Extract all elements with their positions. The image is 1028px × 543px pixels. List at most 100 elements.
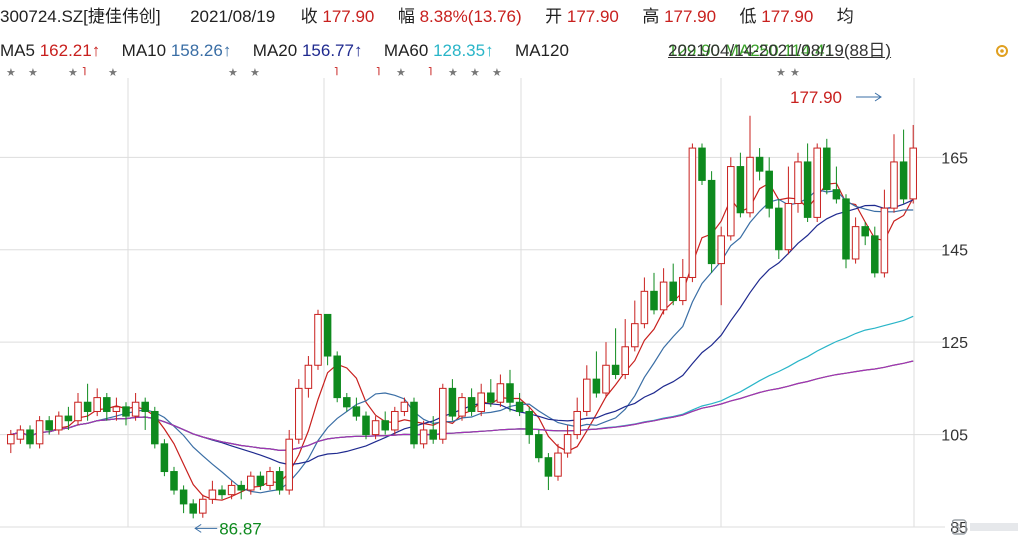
candle-down (467, 397, 476, 412)
candle-up (371, 420, 380, 436)
candle-down (410, 401, 418, 445)
open-value: 177.90 (566, 7, 619, 26)
star-icon[interactable]: ★ (28, 67, 38, 79)
star-icon[interactable]: ★ (68, 67, 78, 79)
y-tick-labels: 85 105 125 145 165 (941, 150, 968, 537)
candle-down (64, 415, 73, 422)
candle-down (698, 147, 706, 181)
candle-down (381, 420, 389, 431)
candle-down (755, 156, 764, 172)
close-label: 收 (300, 7, 318, 26)
candle-down (160, 443, 169, 473)
star-icon[interactable]: ★ (776, 67, 786, 79)
candle-down (343, 397, 351, 408)
candle-down (26, 429, 34, 445)
candles (7, 115, 917, 519)
high-price-label: 177.90 (790, 88, 842, 107)
candle-up (727, 166, 735, 237)
candle-down (611, 364, 620, 376)
candle-down (189, 503, 197, 514)
candle-up (794, 161, 802, 205)
ma10-label[interactable]: MA10 (121, 41, 167, 60)
candle-down (45, 420, 53, 431)
star-icon[interactable]: ★ (396, 67, 406, 79)
candle-up (295, 387, 303, 440)
flag-icon[interactable]: ˥ (82, 66, 87, 78)
candle-up (391, 410, 399, 431)
candle-down (861, 226, 869, 237)
candle-up (496, 383, 505, 403)
star-icon[interactable]: ★ (6, 67, 16, 79)
candle-down (515, 401, 524, 412)
price-annotations: 177.90 86.87 (194, 88, 882, 538)
candle-down (141, 401, 149, 412)
ma5-value: 162.21↑ (39, 41, 101, 60)
candle-up (563, 434, 572, 454)
quote-date: 2021/08/19 (190, 7, 276, 26)
candle-up (880, 207, 889, 274)
candle-up (851, 226, 860, 260)
ma60-line (10, 315, 914, 452)
candle-up (227, 484, 236, 496)
date-range-label[interactable]: 2021/04/14-2021/08/19(88日) (668, 41, 892, 60)
candle-up (74, 401, 82, 422)
candle-up (458, 397, 466, 417)
candle-up (784, 203, 793, 251)
candle-up (400, 401, 409, 412)
candle-down (535, 434, 543, 459)
candle-up (813, 147, 821, 218)
ma20-label[interactable]: MA20 (252, 41, 298, 60)
settings-icon[interactable] (995, 44, 1009, 58)
candle-down (256, 475, 265, 486)
candle-down (487, 392, 495, 403)
candle-down (333, 355, 341, 399)
candle-up (717, 235, 725, 265)
candle-down (899, 161, 908, 200)
ma10-value: 158.26↑ (170, 41, 232, 60)
high-value: 177.90 (664, 7, 717, 26)
ma5-label[interactable]: MA5 (0, 41, 35, 60)
candle-up (621, 346, 629, 376)
grid-lines (0, 78, 945, 528)
candle-down (525, 410, 533, 436)
candle-down (775, 207, 783, 251)
stock-code-name[interactable]: 300724.SZ[捷佳伟创] (0, 7, 161, 26)
candle-up (314, 313, 322, 366)
star-icon[interactable]: ★ (228, 67, 238, 79)
star-icon[interactable]: ★ (448, 67, 458, 79)
candle-down (707, 179, 716, 265)
ma120-label[interactable]: MA120 (515, 41, 569, 60)
star-icon[interactable]: ★ (492, 67, 502, 79)
low-value: 177.90 (761, 7, 814, 26)
y-tick-label: 125 (941, 335, 968, 352)
candle-down (650, 290, 658, 311)
candle-up (7, 434, 15, 445)
candle-down (823, 147, 831, 191)
candle-up (247, 475, 255, 491)
y-tick-label: 165 (941, 150, 968, 167)
candle-up (16, 429, 25, 440)
candle-down (275, 471, 284, 491)
star-icon[interactable]: ★ (250, 67, 260, 79)
candle-up (419, 429, 428, 445)
average-label: 均 (836, 7, 854, 26)
candle-up (439, 387, 447, 440)
flag-icon[interactable]: ˥ (376, 66, 381, 78)
candle-down (429, 429, 437, 440)
candle-up (55, 415, 63, 431)
candle-down (83, 401, 92, 412)
low-label: 低 (739, 7, 757, 26)
star-icon[interactable]: ★ (790, 67, 800, 79)
candle-down (669, 281, 677, 302)
candle-down (179, 489, 188, 505)
star-icon[interactable]: ★ (108, 67, 118, 79)
star-icon[interactable]: ★ (470, 67, 480, 79)
candle-down (544, 457, 553, 477)
flag-icon[interactable]: ˥ (334, 66, 339, 78)
candle-up (631, 323, 639, 348)
flag-icon[interactable]: ˥ (428, 66, 433, 78)
candle-up (640, 290, 649, 325)
ma60-label[interactable]: MA60 (383, 41, 429, 60)
candle-up (688, 147, 697, 278)
candle-up (477, 392, 485, 412)
